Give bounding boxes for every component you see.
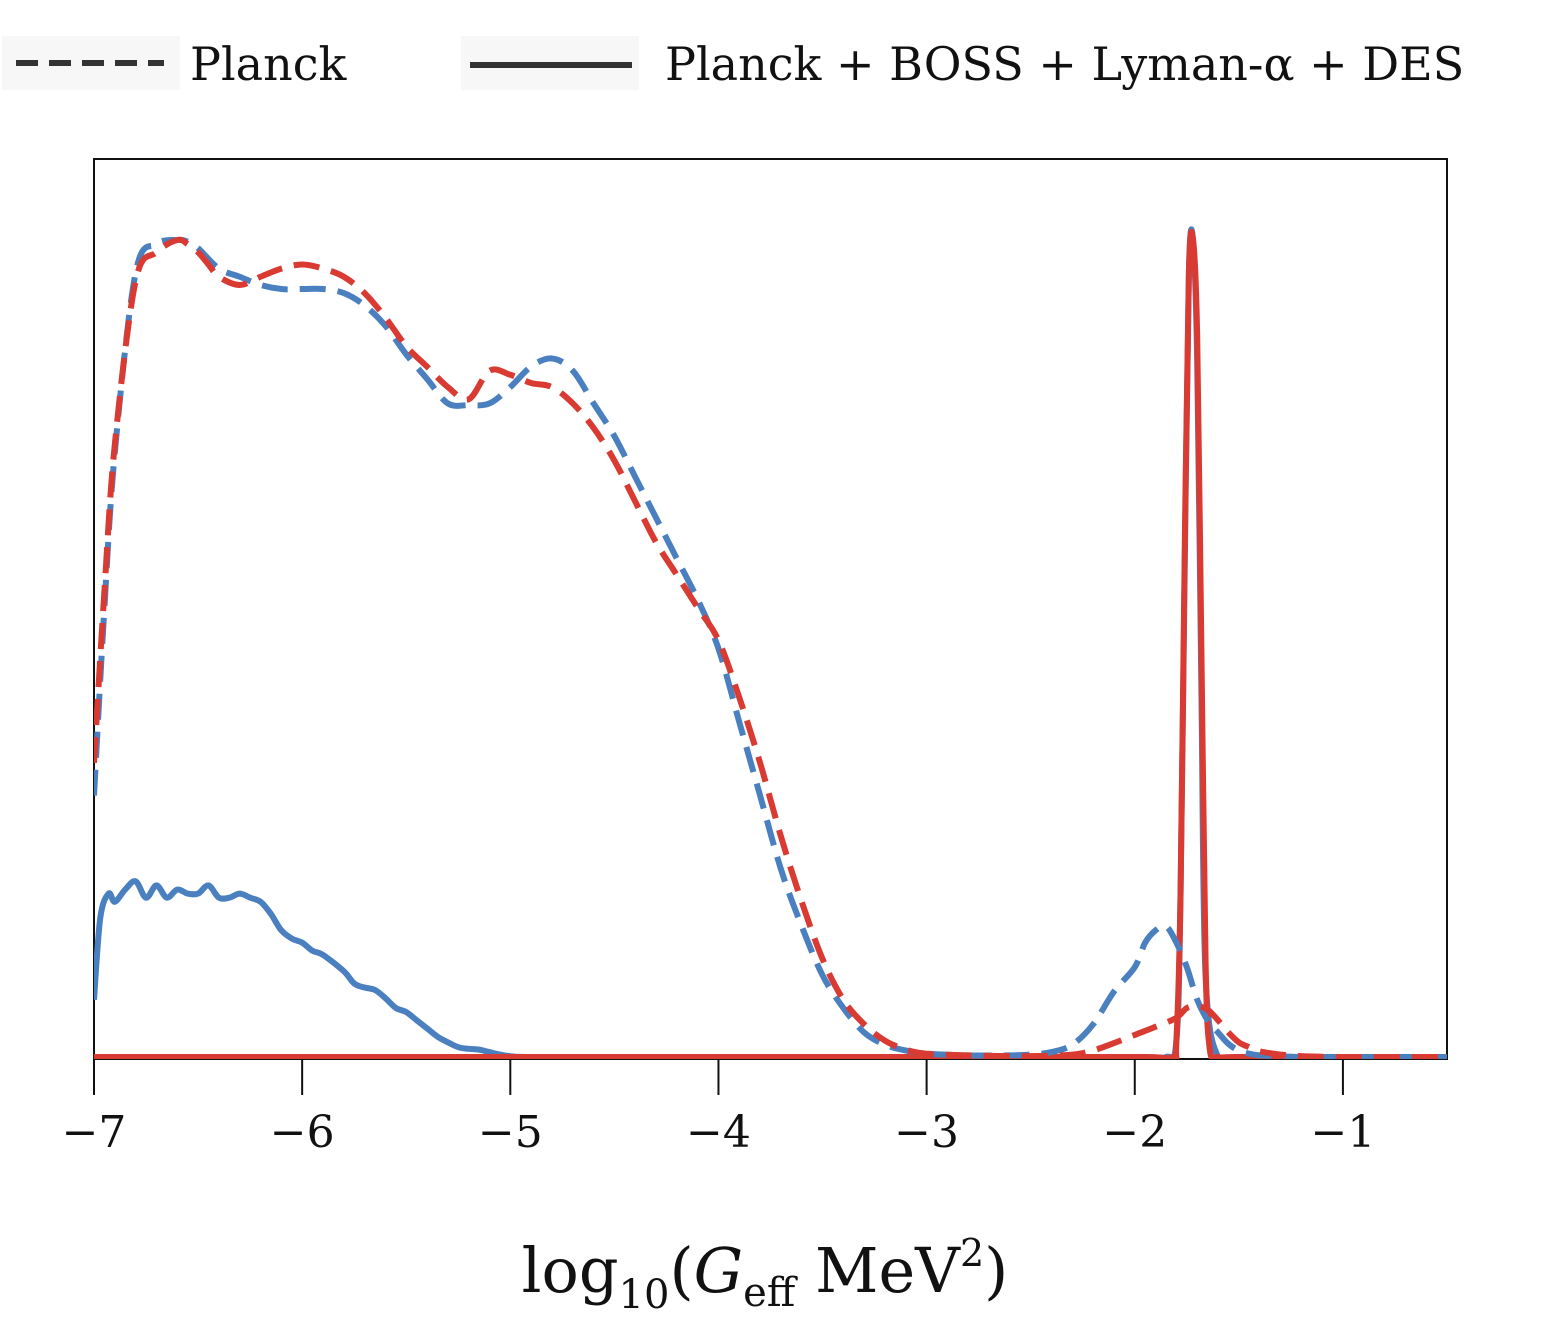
x-axis-title-log: log (522, 1234, 619, 1307)
x-tick-label: −7 (62, 1107, 127, 1158)
legend-entry-planck: Planck (2, 36, 347, 91)
x-tick-label: −1 (1310, 1107, 1375, 1158)
x-axis-title-unit: MeV (795, 1234, 961, 1307)
x-tick-label: −3 (894, 1107, 959, 1158)
series-line-combined-red (94, 229, 1447, 1059)
x-axis-title-open-paren: ( (669, 1234, 693, 1307)
x-axis-title: log10(Geff MeV2) (522, 1231, 1009, 1318)
x-axis: −7 −6 −5 −4 −3 −2 −1 (62, 1059, 1375, 1158)
x-axis-title-close-paren: ) (984, 1234, 1008, 1307)
series-line-planck-red (94, 236, 1447, 1059)
legend-entry-combined: Planck + BOSS + Lyman-α + DES (461, 36, 1464, 91)
x-tick-label: −5 (478, 1107, 543, 1158)
series-line-planck-blue (94, 236, 1447, 1059)
legend-label-combined: Planck + BOSS + Lyman-α + DES (665, 37, 1464, 91)
x-axis-title-variable: G (694, 1234, 744, 1307)
x-axis-title-variable-subscript: eff (743, 1270, 798, 1316)
legend-label-planck: Planck (190, 37, 347, 91)
x-tick-label: −6 (270, 1107, 335, 1158)
x-tick-label: −4 (686, 1107, 751, 1158)
plot-area (93, 158, 1448, 1060)
series-layer (94, 226, 1447, 1059)
x-axis-title-unit-exponent: 2 (960, 1231, 984, 1275)
x-axis-title-log-subscript: 10 (619, 1272, 670, 1318)
plot-frame (93, 158, 1448, 1060)
x-tick-label: −2 (1102, 1107, 1167, 1158)
legend: Planck Planck + BOSS + Lyman-α + DES (2, 36, 1464, 91)
